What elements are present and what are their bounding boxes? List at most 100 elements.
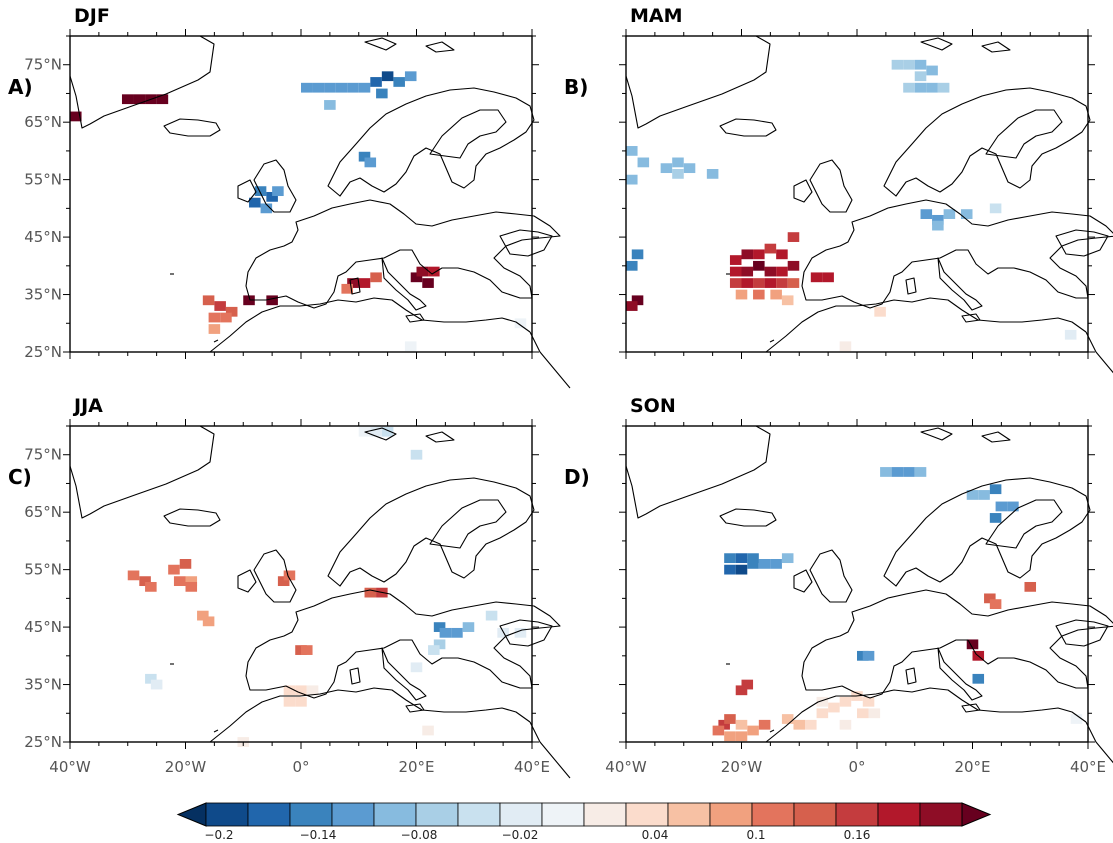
anomaly-cell [410, 272, 423, 283]
anomaly-cell [358, 151, 371, 162]
anomaly-cell [862, 696, 875, 707]
lon-label: 20°W [165, 758, 207, 776]
panel-letter: B) [564, 75, 588, 99]
anomaly-cell [243, 295, 255, 306]
lat-label: 25°N [24, 733, 62, 751]
season-title: JJA [72, 395, 103, 417]
map-panel-d: 40°W 20°W 0° 20°E 40°E SON D) [564, 395, 1113, 779]
anomaly-cell [439, 627, 452, 638]
anomaly-cell [839, 719, 852, 730]
anomaly-cell [724, 564, 736, 575]
anomaly-cell [312, 82, 325, 93]
anomaly-cell [626, 260, 638, 271]
anomaly-cell [741, 278, 754, 288]
lon-label: 40°W [49, 758, 91, 776]
anomaly-cell [747, 559, 759, 569]
lon-label: 40°E [514, 758, 550, 776]
anomaly-cell [358, 278, 371, 288]
colorbar-high-arrow [961, 802, 992, 827]
lat-label: 75°N [24, 446, 62, 464]
anomaly-cell [787, 260, 800, 271]
anomaly-cell [370, 426, 382, 437]
anomaly-cell [735, 731, 748, 742]
anomaly-cell [729, 278, 742, 288]
anomaly-cell [381, 426, 394, 437]
anomaly-cell [660, 163, 673, 174]
anomaly-cell [735, 289, 748, 300]
anomaly-cell [672, 157, 684, 168]
anomaly-cell [914, 82, 927, 93]
anomaly-cell [410, 449, 423, 460]
anomaly-cell [208, 324, 221, 334]
anomaly-cell [121, 94, 134, 105]
lat-label: 35°N [24, 676, 62, 694]
colorbar-segment [247, 802, 291, 827]
anomaly-cell [370, 77, 382, 87]
anomaly-cell [626, 301, 638, 311]
anomaly-cell [433, 622, 446, 632]
colorbar-segment [793, 802, 837, 827]
anomaly-cell [735, 685, 748, 696]
anomaly-cell [753, 289, 765, 300]
anomaly-cell [225, 306, 238, 317]
anomaly-cell [295, 685, 307, 696]
anomaly-cell [370, 272, 382, 283]
anomaly-cell [150, 679, 163, 690]
anomaly-cell [712, 725, 725, 736]
colorbar-segment [919, 802, 963, 827]
season-title: MAM [630, 5, 683, 27]
colorbar-segment [499, 802, 543, 827]
anomaly-cell [781, 714, 794, 724]
anomaly-cell [880, 467, 892, 477]
anomaly-cell [753, 249, 765, 260]
anomaly-cell [706, 169, 719, 179]
anomaly-cell [966, 490, 979, 500]
anomaly-cell [156, 94, 169, 105]
colorbar-segment [583, 802, 627, 827]
coastline [625, 35, 1113, 389]
anomaly-cell [127, 570, 140, 581]
anomaly-cell [202, 295, 215, 306]
anomaly-cell [451, 627, 463, 638]
anomaly-cell [266, 295, 278, 306]
anomaly-cell [249, 197, 261, 208]
anomaly-cell [914, 467, 927, 477]
anomaly-cell [283, 570, 296, 581]
panel-letter: D) [564, 465, 590, 489]
lon-label: 20°E [954, 758, 990, 776]
anomaly-cell [758, 719, 771, 730]
colorbar-segment [373, 802, 417, 827]
anomaly-cell [295, 696, 307, 707]
anomaly-cell [422, 278, 434, 288]
map-panel-a: 75°N 65°N 55°N 45°N 35°N 25°N DJF A) [8, 5, 571, 389]
anomaly-cell [891, 467, 904, 477]
anomaly-cell [497, 627, 509, 638]
colorbar-tick-label: −0.02 [502, 828, 539, 842]
anomaly-cell [428, 645, 440, 655]
anomaly-cell [735, 553, 748, 564]
anomaly-cell [358, 82, 371, 93]
anomaly-cell [1024, 581, 1037, 592]
anomaly-cell [416, 266, 429, 277]
anomaly-cell [781, 295, 794, 306]
anomaly-cell [404, 71, 417, 82]
anomaly-cell [770, 289, 782, 300]
anomaly-cell [341, 283, 353, 294]
anomaly-cell [776, 278, 788, 288]
anomaly-cell [718, 719, 730, 730]
anomaly-cell [747, 725, 759, 736]
anomaly-cell [260, 203, 273, 214]
anomaly-cell [787, 232, 800, 242]
anomaly-cell [805, 719, 817, 730]
anomaly-cell [932, 214, 944, 225]
anomaly-cell [1070, 714, 1083, 724]
anomaly-cell [862, 650, 875, 661]
anomaly-cell [753, 278, 765, 288]
anomaly-cell [776, 266, 788, 277]
anomaly-cell [989, 484, 1002, 495]
colorbar-low-arrow [176, 802, 207, 827]
anomaly-cell [179, 559, 192, 569]
colorbar-tick-label: −0.14 [300, 828, 337, 842]
anomaly-cell [903, 467, 915, 477]
colorbar-tick-label: 0.16 [844, 828, 871, 842]
